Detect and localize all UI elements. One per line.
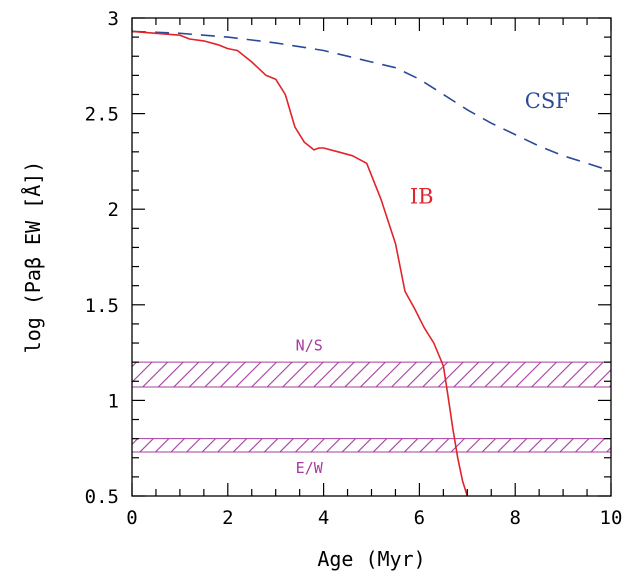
series-line-ib — [132, 30, 469, 496]
y-axis-label: log (Paβ EW [Å]) — [21, 161, 45, 354]
x-tick-label: 4 — [318, 507, 329, 529]
y-tick-label: 0.5 — [85, 486, 119, 508]
bands-layer — [132, 361, 611, 453]
series-label-csf: CSF — [525, 89, 570, 113]
band-e-w — [132, 438, 611, 453]
band-label-n-s: N/S — [296, 337, 323, 355]
series-label-ib: IB — [410, 184, 434, 208]
x-tick-label: 6 — [414, 507, 425, 529]
y-tick-label: 3 — [108, 8, 119, 30]
y-tick-label: 2.5 — [85, 104, 119, 126]
x-tick-label: 2 — [222, 507, 233, 529]
y-tick-label: 1.5 — [85, 295, 119, 317]
tick-labels-layer: 0 2 4 6 8 10 0.5 1 1.5 2 2.5 3 — [85, 8, 623, 529]
band-labels-layer: N/S E/W — [296, 337, 324, 477]
y-tick-label: 2 — [108, 199, 119, 221]
band-n-s — [132, 362, 611, 388]
band-label-e-w: E/W — [296, 459, 324, 477]
x-axis-label: Age (Myr) — [317, 547, 425, 571]
series-layer — [132, 30, 611, 496]
ticks-layer — [131, 17, 612, 497]
x-tick-label: 10 — [600, 507, 623, 529]
series-labels-layer: CSF IB — [410, 89, 570, 209]
series-line-csf — [132, 30, 611, 172]
x-tick-label: 8 — [509, 507, 520, 529]
x-tick-label: 0 — [126, 507, 137, 529]
y-tick-label: 1 — [108, 390, 119, 412]
